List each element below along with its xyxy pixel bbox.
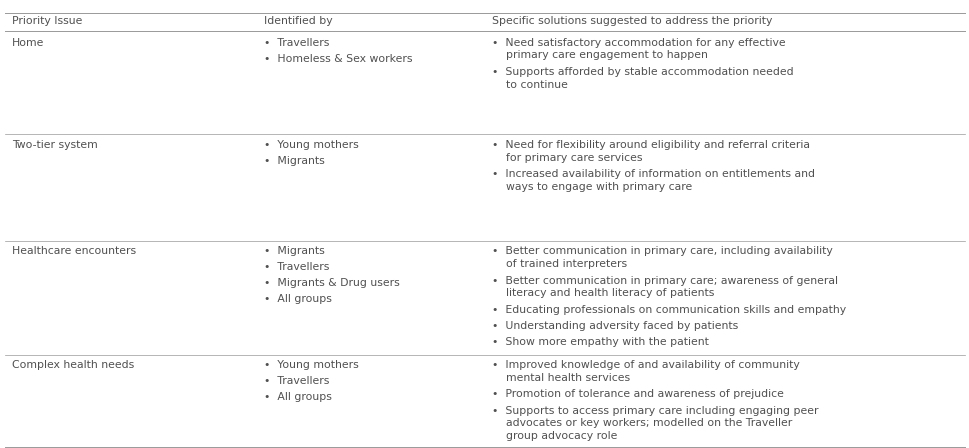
Text: group advocacy role: group advocacy role: [492, 431, 617, 441]
Text: Two-tier system: Two-tier system: [12, 140, 97, 150]
Text: •  Better communication in primary care; awareness of general: • Better communication in primary care; …: [492, 276, 838, 285]
Text: Home: Home: [12, 38, 44, 47]
Text: •  Need for flexibility around eligibility and referral criteria: • Need for flexibility around eligibilit…: [492, 140, 810, 150]
Text: •  Travellers: • Travellers: [264, 376, 328, 386]
Text: •  Migrants & Drug users: • Migrants & Drug users: [264, 278, 399, 289]
Text: Specific solutions suggested to address the priority: Specific solutions suggested to address …: [492, 16, 772, 26]
Text: •  Travellers: • Travellers: [264, 38, 328, 47]
Text: •  Better communication in primary care, including availability: • Better communication in primary care, …: [492, 246, 833, 256]
Text: Identified by: Identified by: [264, 16, 332, 26]
Text: •  Show more empathy with the patient: • Show more empathy with the patient: [492, 337, 709, 347]
Text: •  Supports to access primary care including engaging peer: • Supports to access primary care includ…: [492, 406, 819, 416]
Text: •  All groups: • All groups: [264, 294, 331, 304]
Text: •  Migrants: • Migrants: [264, 156, 325, 166]
Text: Healthcare encounters: Healthcare encounters: [12, 246, 136, 256]
Text: ways to engage with primary care: ways to engage with primary care: [492, 181, 693, 192]
Text: to continue: to continue: [492, 79, 568, 90]
Text: •  Educating professionals on communication skills and empathy: • Educating professionals on communicati…: [492, 305, 846, 314]
Text: primary care engagement to happen: primary care engagement to happen: [492, 50, 708, 60]
Text: •  Increased availability of information on entitlements and: • Increased availability of information …: [492, 169, 815, 179]
Text: advocates or key workers; modelled on the Traveller: advocates or key workers; modelled on th…: [492, 418, 793, 428]
Text: •  Improved knowledge of and availability of community: • Improved knowledge of and availability…: [492, 360, 800, 370]
Text: Priority Issue: Priority Issue: [12, 16, 82, 26]
Text: literacy and health literacy of patients: literacy and health literacy of patients: [492, 289, 714, 298]
Text: •  Supports afforded by stable accommodation needed: • Supports afforded by stable accommodat…: [492, 67, 794, 77]
Text: for primary care services: for primary care services: [492, 152, 642, 163]
Text: mental health services: mental health services: [492, 373, 631, 383]
Text: •  Migrants: • Migrants: [264, 246, 325, 256]
Text: •  Travellers: • Travellers: [264, 263, 328, 272]
Text: •  Homeless & Sex workers: • Homeless & Sex workers: [264, 54, 412, 64]
Text: Complex health needs: Complex health needs: [12, 360, 134, 370]
Text: •  Need satisfactory accommodation for any effective: • Need satisfactory accommodation for an…: [492, 38, 786, 47]
Text: •  Understanding adversity faced by patients: • Understanding adversity faced by patie…: [492, 321, 738, 331]
Text: •  Young mothers: • Young mothers: [264, 360, 359, 370]
Text: of trained interpreters: of trained interpreters: [492, 259, 627, 269]
Text: •  Young mothers: • Young mothers: [264, 140, 359, 150]
Text: •  Promotion of tolerance and awareness of prejudice: • Promotion of tolerance and awareness o…: [492, 389, 784, 399]
Text: •  All groups: • All groups: [264, 392, 331, 402]
